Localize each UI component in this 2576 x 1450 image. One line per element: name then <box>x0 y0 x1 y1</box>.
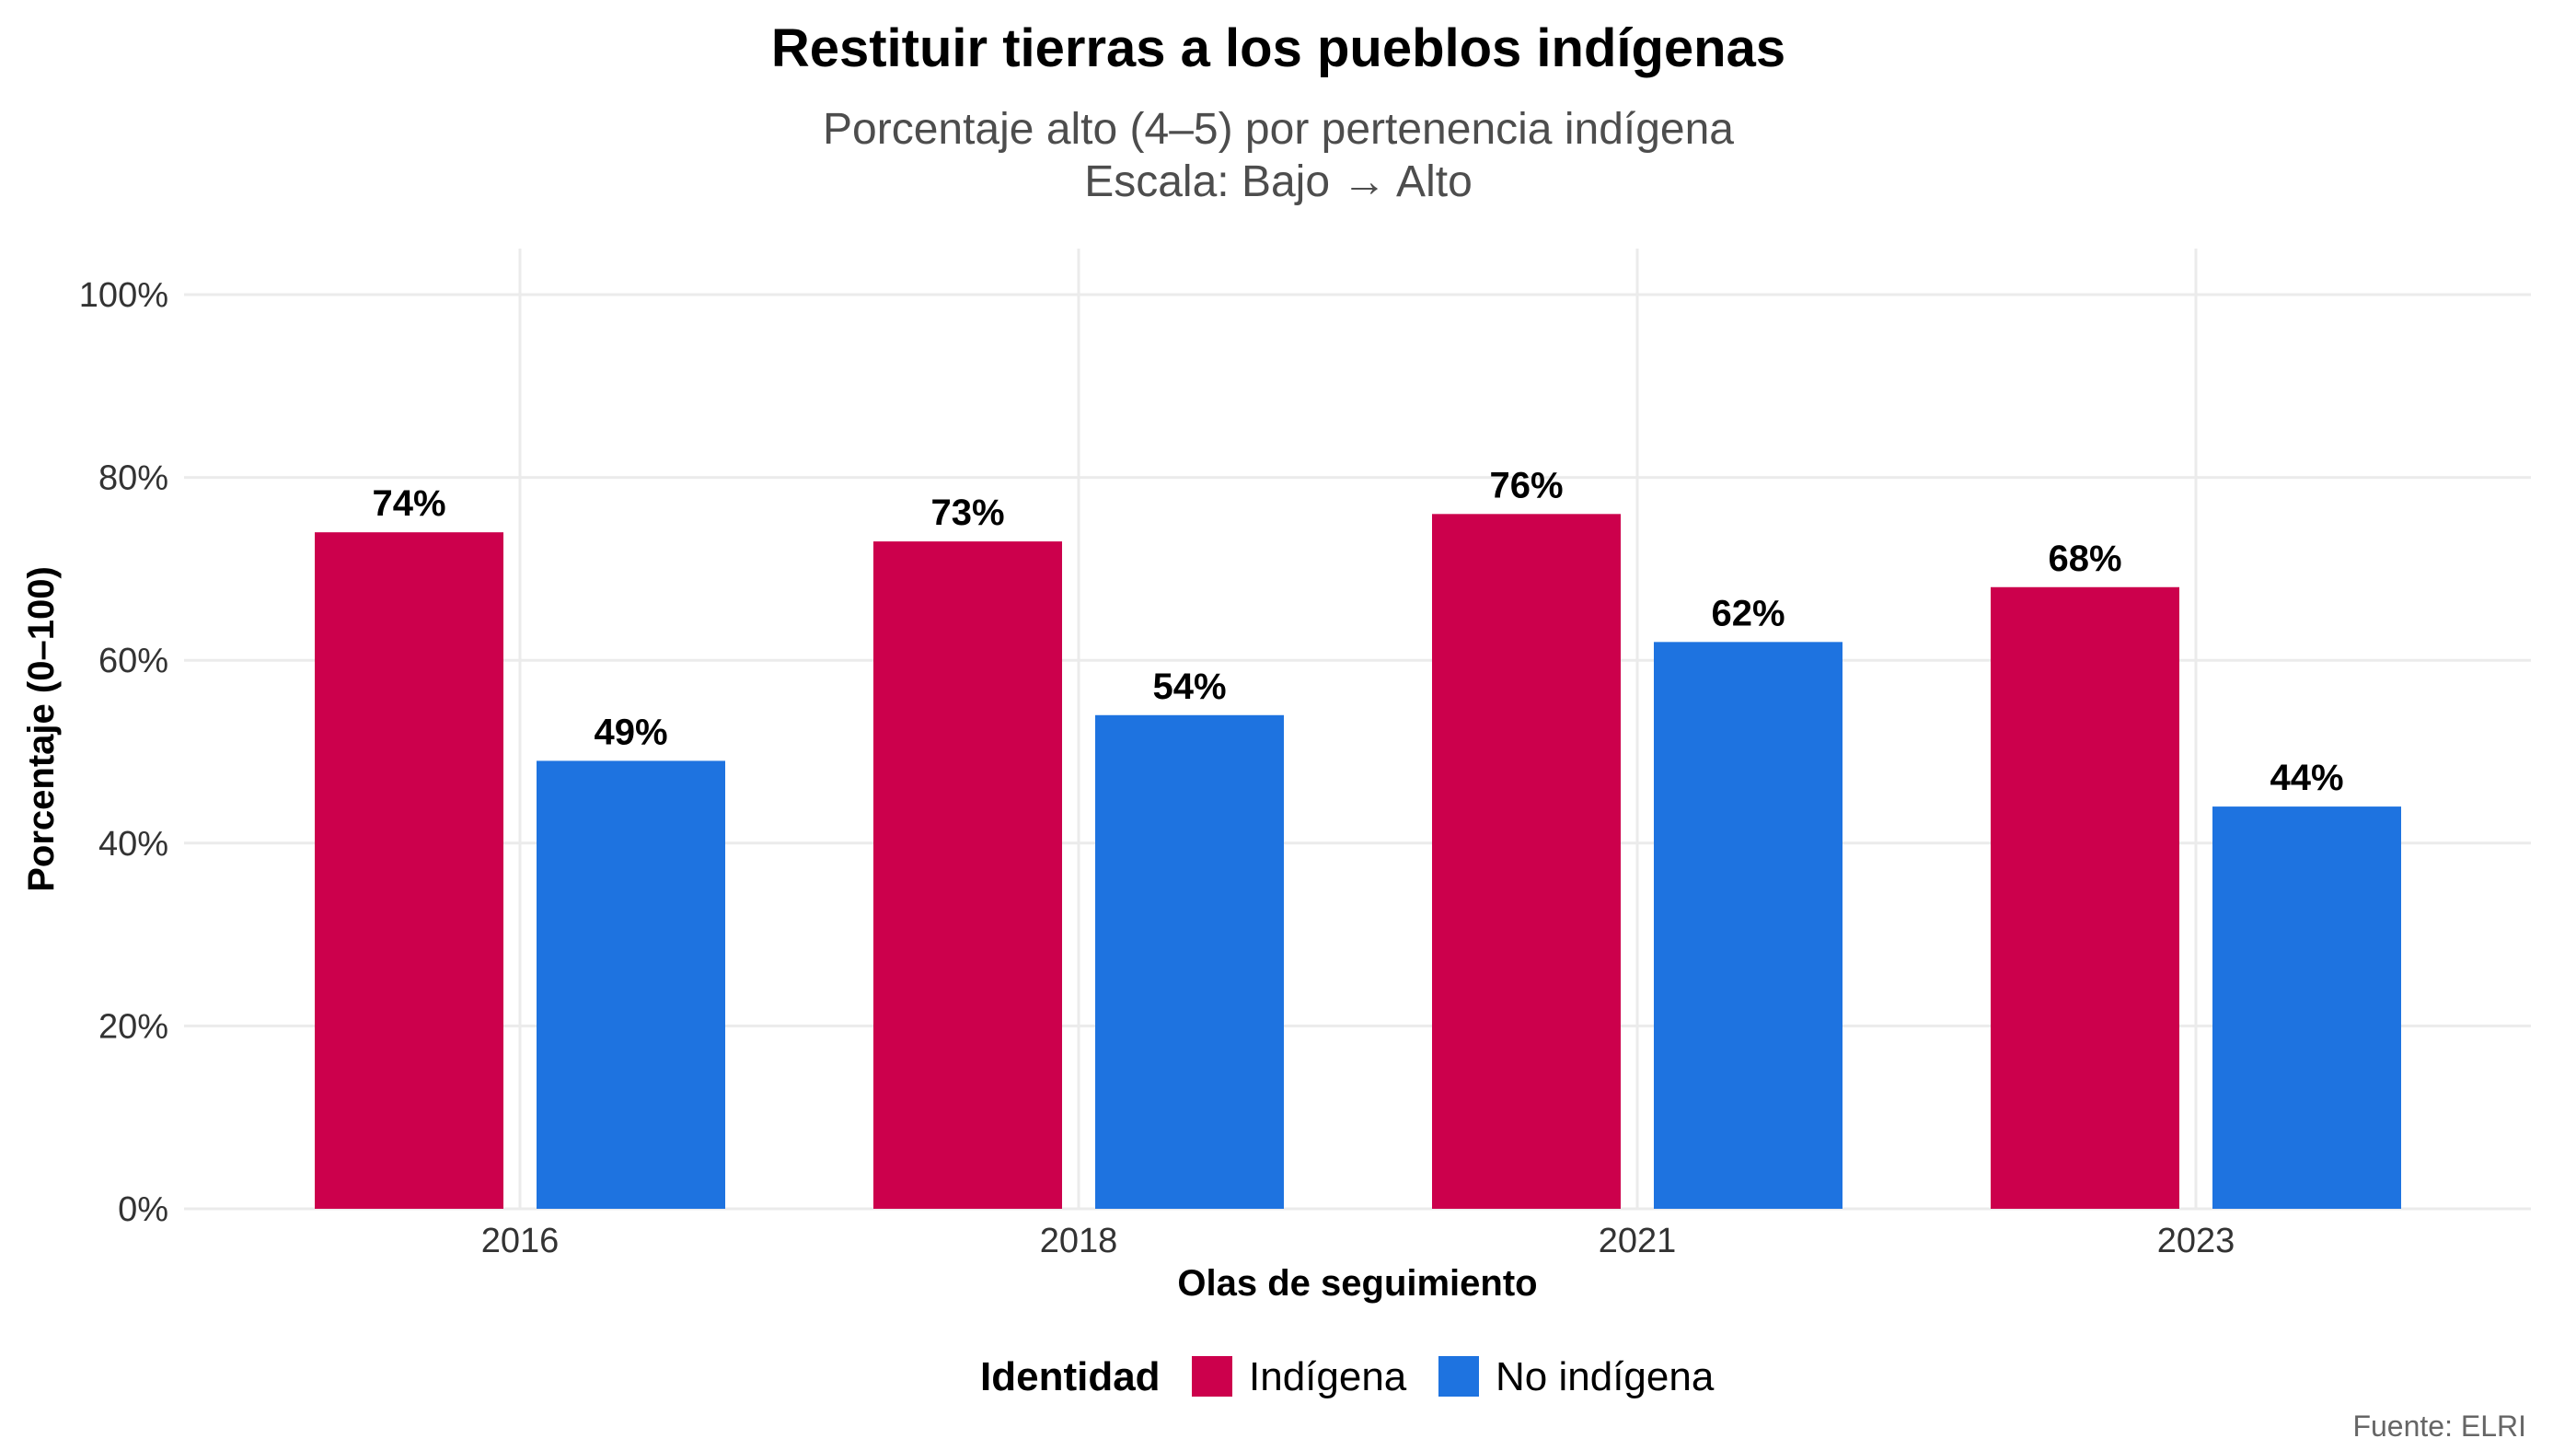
bar-no-indigena-2018 <box>1095 714 1284 1209</box>
x-tick-label: 2016 <box>481 1222 560 1260</box>
x-tick-label: 2021 <box>1599 1222 1677 1260</box>
legend-label-no-indigena: No indígena <box>1496 1354 1715 1399</box>
legend: Identidad Indígena No indígena <box>980 1354 1715 1399</box>
chart-subtitle-line-2: Escala: Bajo → Alto <box>1084 157 1473 206</box>
bar-value-label: 54% <box>1152 667 1226 707</box>
x-axis-title: Olas de seguimiento <box>1177 1263 1537 1304</box>
bars <box>315 514 2401 1209</box>
bar-indigena-2018 <box>873 541 1062 1209</box>
bar-labels: 74% 49% 73% 54% 76% 62% 68% 44% <box>372 465 2343 798</box>
bar-value-label: 49% <box>594 712 667 752</box>
bar-no-indigena-2023 <box>2212 806 2401 1209</box>
bar-value-label: 44% <box>2270 758 2343 798</box>
x-axis-ticks: 2016 2018 2021 2023 <box>481 1222 2235 1260</box>
legend-label-indigena: Indígena <box>1249 1354 1407 1399</box>
x-tick-label: 2023 <box>2157 1222 2235 1260</box>
bar-no-indigena-2016 <box>537 760 725 1209</box>
bar-indigena-2021 <box>1432 514 1621 1209</box>
bar-value-label: 62% <box>1711 593 1785 633</box>
y-tick-label: 20% <box>98 1007 168 1046</box>
y-tick-label: 60% <box>98 642 168 680</box>
x-tick-label: 2018 <box>1040 1222 1118 1260</box>
legend-title: Identidad <box>980 1354 1161 1399</box>
y-tick-label: 0% <box>118 1190 168 1229</box>
chart-subtitle-line-1: Porcentaje alto (4–5) por pertenencia in… <box>823 105 1734 154</box>
legend-swatch-indigena <box>1192 1356 1232 1397</box>
caption-source: Fuente: ELRI <box>2352 1409 2526 1443</box>
bar-no-indigena-2021 <box>1654 642 1842 1209</box>
y-axis-ticks: 0% 20% 40% 60% 80% 100% <box>79 276 168 1229</box>
bar-indigena-2016 <box>315 532 503 1209</box>
y-tick-label: 100% <box>79 276 168 315</box>
bar-value-label: 76% <box>1489 465 1563 505</box>
y-tick-label: 80% <box>98 459 168 498</box>
y-tick-label: 40% <box>98 825 168 864</box>
y-axis-title: Porcentaje (0–100) <box>21 566 62 892</box>
chart-title: Restituir tierras a los pueblos indígena… <box>771 18 1785 78</box>
bar-value-label: 74% <box>372 483 445 524</box>
legend-swatch-no-indigena <box>1438 1356 1479 1397</box>
bar-value-label: 68% <box>2048 539 2121 579</box>
bar-value-label: 73% <box>930 493 1004 533</box>
bar-indigena-2023 <box>1991 586 2179 1209</box>
